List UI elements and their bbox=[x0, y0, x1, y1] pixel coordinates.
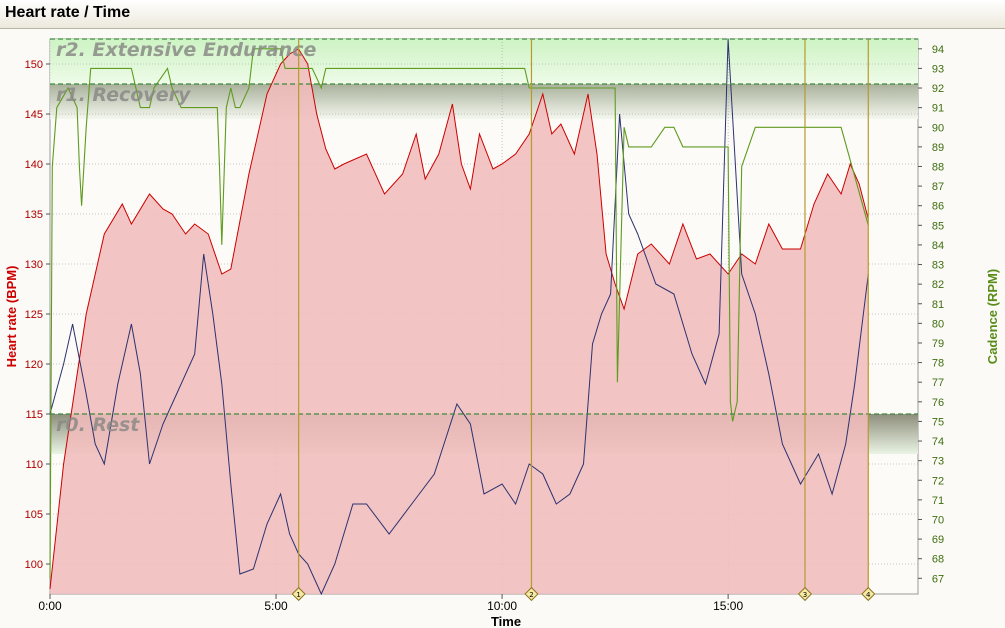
tick-label-right: 80 bbox=[932, 318, 944, 330]
zone-overlays: r0. Rest r1. Recovery r2. Extensive Endura… bbox=[50, 38, 918, 436]
lap-marker bbox=[291, 586, 306, 602]
tick-label-right: 86 bbox=[932, 201, 944, 213]
lap-marker bbox=[797, 586, 813, 602]
tick-label-bottom: 10:00 bbox=[487, 599, 517, 613]
tick-label-left: 145 bbox=[25, 109, 43, 121]
heart-rate-area bbox=[49, 48, 869, 594]
tick-label-right: 84 bbox=[932, 240, 944, 252]
heart-rate-fill bbox=[50, 49, 869, 594]
tick-label-right: 77 bbox=[932, 377, 944, 389]
tick-label-right: 71 bbox=[932, 495, 944, 507]
tick-label-right: 69 bbox=[932, 534, 944, 546]
lap-marker bbox=[524, 586, 539, 602]
heart-rate-line bbox=[49, 48, 869, 590]
chart-title-bar: Heart rate / Time bbox=[0, 0, 1005, 29]
tick-label-right: 85 bbox=[932, 220, 944, 232]
zone-band bbox=[50, 84, 918, 119]
cadence-line bbox=[49, 48, 869, 579]
tick-label-right: 74 bbox=[932, 436, 944, 448]
tick-label-right: 81 bbox=[932, 299, 944, 311]
cadence-series bbox=[49, 48, 869, 579]
tick-label-right: 82 bbox=[932, 279, 944, 291]
tick-label-left: 125 bbox=[25, 309, 43, 321]
lap-marker-label: 3 bbox=[803, 591, 807, 599]
tick-label-left: 115 bbox=[25, 409, 43, 421]
y-axis-label-left: Heart rate (BPM) bbox=[4, 266, 19, 368]
tick-label-right: 78 bbox=[932, 358, 944, 370]
tick-label-right: 76 bbox=[932, 397, 944, 409]
tick-label-right: 67 bbox=[932, 573, 944, 585]
lap-marker-label: 4 bbox=[866, 591, 871, 599]
zone-label: r2. Extensive Endurance bbox=[56, 39, 316, 61]
secondary-series bbox=[49, 38, 869, 596]
lap-markers: 1 2 3 4 bbox=[291, 39, 876, 602]
tick-label-right: 90 bbox=[932, 122, 944, 134]
tick-label-left: 150 bbox=[25, 59, 43, 71]
zone-band bbox=[50, 39, 918, 84]
tick-label-right: 92 bbox=[932, 83, 944, 95]
tick-label-bottom: 5:00 bbox=[264, 599, 288, 613]
tick-label-right: 72 bbox=[932, 475, 944, 487]
tick-label-right: 93 bbox=[932, 63, 944, 75]
tick-label-right: 83 bbox=[932, 260, 944, 272]
zone-label: r0. Rest bbox=[56, 414, 140, 436]
tick-label-right: 70 bbox=[932, 514, 944, 526]
tick-label-right: 88 bbox=[932, 161, 944, 173]
tick-label-left: 100 bbox=[25, 559, 43, 571]
tick-label-left: 120 bbox=[25, 359, 43, 371]
tick-label-left: 105 bbox=[25, 509, 43, 521]
secondary-line bbox=[49, 38, 869, 596]
heart-rate-chart: r0. Rest r1. Recovery r2. Extensive Endura… bbox=[4, 38, 1000, 628]
tick-label-right: 87 bbox=[932, 181, 944, 193]
axes: 100 105 110 115 120 125 130 135 140 145 150 67 68 69 7… bbox=[4, 44, 1000, 628]
tick-label-right: 94 bbox=[932, 44, 944, 56]
tick-label-bottom: 0:00 bbox=[38, 599, 62, 613]
tick-label-right: 79 bbox=[932, 338, 944, 350]
tick-label-right: 73 bbox=[932, 456, 944, 468]
chart-title: Heart rate / Time bbox=[5, 4, 131, 21]
tick-label-left: 110 bbox=[25, 459, 43, 471]
tick-label-right: 89 bbox=[932, 142, 944, 154]
tick-label-left: 140 bbox=[25, 159, 43, 171]
y-axis-label-right: Cadence (RPM) bbox=[985, 269, 1000, 364]
tick-label-right: 91 bbox=[932, 103, 944, 115]
zone-label: r1. Recovery bbox=[56, 84, 192, 106]
tick-label-left: 135 bbox=[25, 209, 43, 221]
tick-label-right: 75 bbox=[932, 416, 944, 428]
lap-marker bbox=[861, 586, 876, 602]
tick-label-left: 130 bbox=[25, 259, 43, 271]
lap-marker-label: 1 bbox=[296, 591, 300, 599]
x-axis-label: Time bbox=[491, 614, 521, 628]
tick-label-right: 68 bbox=[932, 554, 944, 566]
tick-label-bottom: 15:00 bbox=[713, 599, 743, 613]
lap-marker-label: 2 bbox=[529, 591, 533, 599]
